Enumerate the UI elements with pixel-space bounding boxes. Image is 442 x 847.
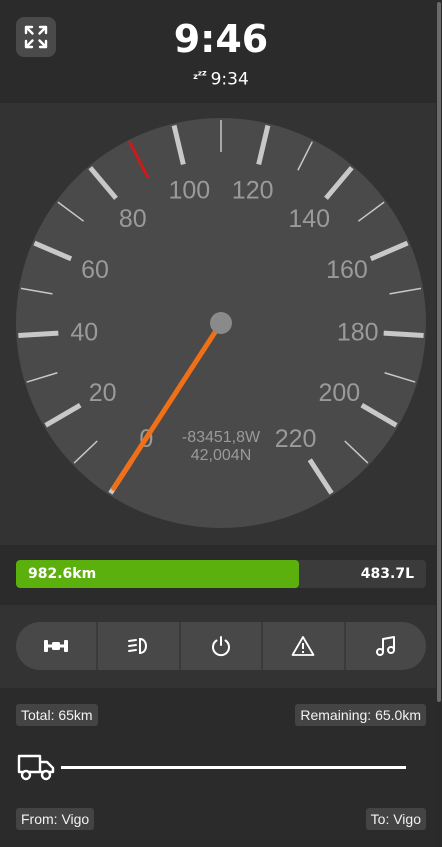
control-bar: [16, 622, 426, 670]
zzz-icon: zzz: [193, 68, 207, 81]
major-tick: [44, 403, 82, 428]
minor-tick: [384, 372, 416, 383]
minor-tick: [357, 201, 385, 222]
major-tick: [33, 240, 73, 262]
speed-label: 180: [337, 318, 379, 346]
major-tick: [324, 166, 354, 200]
route-origin: From: Vigo: [16, 808, 95, 830]
longitude-readout: -83451,8W: [182, 429, 261, 446]
speedometer-labels: 020406080100120140160180200220: [70, 177, 378, 453]
speed-label: 160: [326, 256, 368, 284]
speed-label: 40: [70, 318, 98, 346]
route-remaining: Remaining: 65.0km: [295, 704, 426, 726]
power-button[interactable]: [181, 622, 264, 670]
fuel-bar-fill: [16, 560, 299, 588]
major-tick: [18, 330, 59, 339]
speed-label: 220: [275, 425, 317, 453]
speed-label: 200: [318, 379, 360, 407]
minor-tick: [297, 141, 313, 171]
minor-tick: [73, 440, 98, 464]
speed-label: 20: [89, 379, 117, 407]
minor-tick: [26, 372, 58, 383]
truck-icon: [17, 754, 55, 781]
power-icon: [212, 636, 230, 657]
sleep-timer: zzz 9:34: [0, 62, 442, 91]
major-tick: [88, 166, 118, 200]
speed-label: 60: [81, 256, 109, 284]
major-tick: [360, 403, 398, 428]
speed-needle: [111, 320, 224, 491]
major-tick: [369, 240, 409, 262]
route-destination: To: Vigo: [365, 808, 426, 830]
major-tick: [256, 124, 271, 165]
expand-icon: [24, 25, 48, 49]
major-tick: [383, 330, 424, 339]
speedometer-panel: 020406080100120140160180200220 -83451,8W…: [0, 103, 436, 545]
hazard-button[interactable]: [263, 622, 346, 670]
differential-lock-icon: [44, 640, 69, 652]
route-progress-line: [61, 766, 406, 769]
minor-tick: [57, 201, 85, 222]
clock-time: 9:46: [173, 17, 269, 61]
speed-limit-marker: [128, 141, 150, 179]
fuel-bar: 982.6km 483.7L: [16, 560, 426, 588]
fuel-range: 982.6km: [28, 566, 97, 582]
speed-label: 140: [288, 205, 330, 233]
fuel-panel: 982.6km 483.7L: [0, 547, 436, 603]
major-tick: [307, 458, 334, 495]
music-note-icon: [375, 636, 395, 656]
scrollbar-track[interactable]: [436, 0, 442, 847]
speedometer: 020406080100120140160180200220 -83451,8W…: [16, 118, 426, 528]
major-tick: [171, 124, 186, 165]
latitude-readout: 42,004N: [191, 447, 252, 464]
differential-lock-button[interactable]: [16, 622, 99, 670]
speed-label: 80: [119, 205, 147, 233]
headlights-icon: [127, 637, 147, 655]
fullscreen-button[interactable]: [16, 17, 56, 57]
needle-hub: [210, 312, 232, 334]
minor-tick: [344, 440, 369, 464]
speed-label: 100: [168, 177, 210, 205]
sleep-time: 9:34: [210, 69, 249, 90]
scrollbar-thumb[interactable]: [437, 2, 441, 702]
header: 9:46 zzz 9:34: [0, 0, 436, 100]
hazard-warning-icon: [292, 636, 315, 656]
route-total: Total: 65km: [16, 704, 98, 726]
minor-tick: [389, 287, 422, 295]
speed-label: 120: [232, 177, 274, 205]
fuel-amount: 483.7L: [360, 566, 414, 582]
controls-panel: [0, 605, 436, 688]
minor-tick: [20, 287, 53, 295]
music-button[interactable]: [346, 622, 426, 670]
route-panel: Total: 65km Remaining: 65.0km From: Vigo…: [0, 690, 436, 847]
headlights-button[interactable]: [98, 622, 181, 670]
